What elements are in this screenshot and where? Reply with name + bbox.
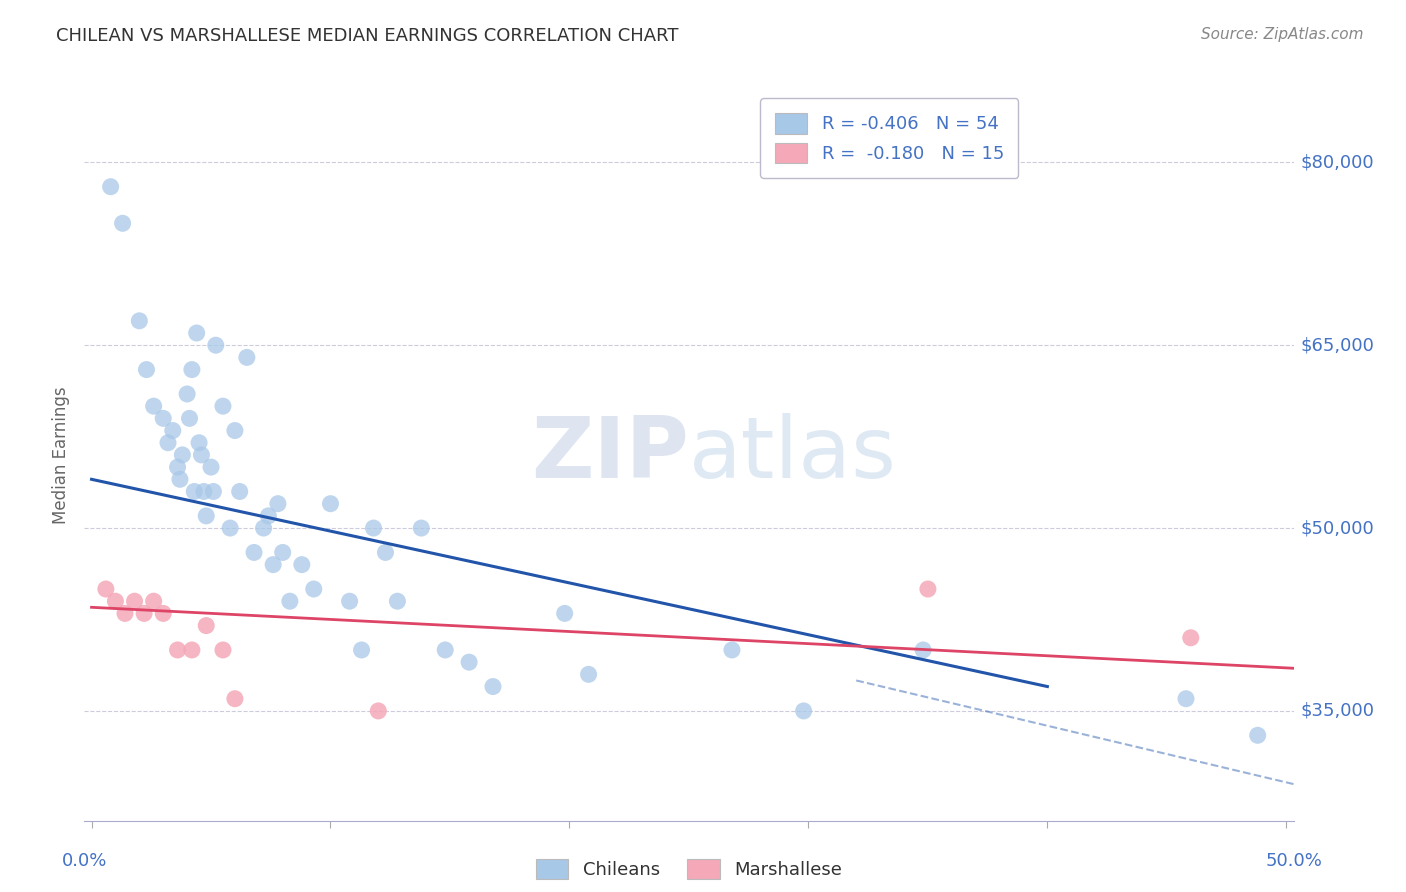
Point	[172, 448, 194, 462]
Point	[180, 643, 202, 657]
Point	[212, 399, 235, 413]
Point	[188, 435, 211, 450]
Point	[162, 424, 184, 438]
Point	[200, 460, 222, 475]
Text: 0.0%: 0.0%	[62, 852, 107, 870]
Point	[166, 643, 188, 657]
Text: Source: ZipAtlas.com: Source: ZipAtlas.com	[1201, 27, 1364, 42]
Point	[482, 680, 505, 694]
Point	[183, 484, 205, 499]
Point	[912, 643, 935, 657]
Point	[142, 399, 165, 413]
Point	[166, 460, 188, 475]
Point	[190, 448, 212, 462]
Point	[1180, 631, 1202, 645]
Point	[228, 484, 250, 499]
Point	[243, 545, 266, 559]
Point	[152, 607, 174, 621]
Point	[156, 435, 179, 450]
Point	[114, 607, 136, 621]
Text: atlas: atlas	[689, 413, 897, 497]
Point	[212, 643, 235, 657]
Point	[224, 691, 246, 706]
Point	[236, 351, 259, 365]
Point	[434, 643, 457, 657]
Point	[554, 607, 576, 621]
Point	[204, 338, 226, 352]
Point	[100, 179, 122, 194]
Point	[186, 326, 208, 340]
Legend: Chileans, Marshallese: Chileans, Marshallese	[523, 846, 855, 892]
Point	[193, 484, 215, 499]
Text: 50.0%: 50.0%	[1265, 852, 1322, 870]
Point	[224, 424, 246, 438]
Point	[262, 558, 284, 572]
Point	[135, 362, 157, 376]
Point	[271, 545, 294, 559]
Point	[319, 497, 342, 511]
Point	[1247, 728, 1270, 742]
Text: $50,000: $50,000	[1301, 519, 1374, 537]
Point	[219, 521, 242, 535]
Point	[302, 582, 325, 596]
Point	[267, 497, 290, 511]
Point	[124, 594, 146, 608]
Text: $65,000: $65,000	[1301, 336, 1375, 354]
Point	[195, 618, 218, 632]
Point	[458, 655, 481, 669]
Point	[128, 314, 150, 328]
Point	[367, 704, 389, 718]
Point	[721, 643, 744, 657]
Point	[111, 216, 134, 230]
Point	[169, 472, 191, 486]
Point	[291, 558, 314, 572]
Point	[180, 362, 202, 376]
Point	[278, 594, 301, 608]
Point	[1175, 691, 1198, 706]
Point	[195, 508, 218, 523]
Point	[374, 545, 396, 559]
Text: $80,000: $80,000	[1301, 153, 1374, 171]
Point	[132, 607, 155, 621]
Point	[104, 594, 127, 608]
Point	[179, 411, 201, 425]
Point	[578, 667, 600, 681]
Point	[793, 704, 815, 718]
Point	[257, 508, 280, 523]
Text: CHILEAN VS MARSHALLESE MEDIAN EARNINGS CORRELATION CHART: CHILEAN VS MARSHALLESE MEDIAN EARNINGS C…	[56, 27, 679, 45]
Point	[363, 521, 385, 535]
Point	[152, 411, 174, 425]
Point	[202, 484, 225, 499]
Point	[252, 521, 274, 535]
Point	[94, 582, 117, 596]
Point	[176, 387, 198, 401]
Text: $35,000: $35,000	[1301, 702, 1375, 720]
Y-axis label: Median Earnings: Median Earnings	[52, 386, 70, 524]
Point	[387, 594, 409, 608]
Point	[142, 594, 165, 608]
Point	[350, 643, 373, 657]
Text: ZIP: ZIP	[531, 413, 689, 497]
Point	[917, 582, 939, 596]
Point	[411, 521, 433, 535]
Point	[339, 594, 361, 608]
